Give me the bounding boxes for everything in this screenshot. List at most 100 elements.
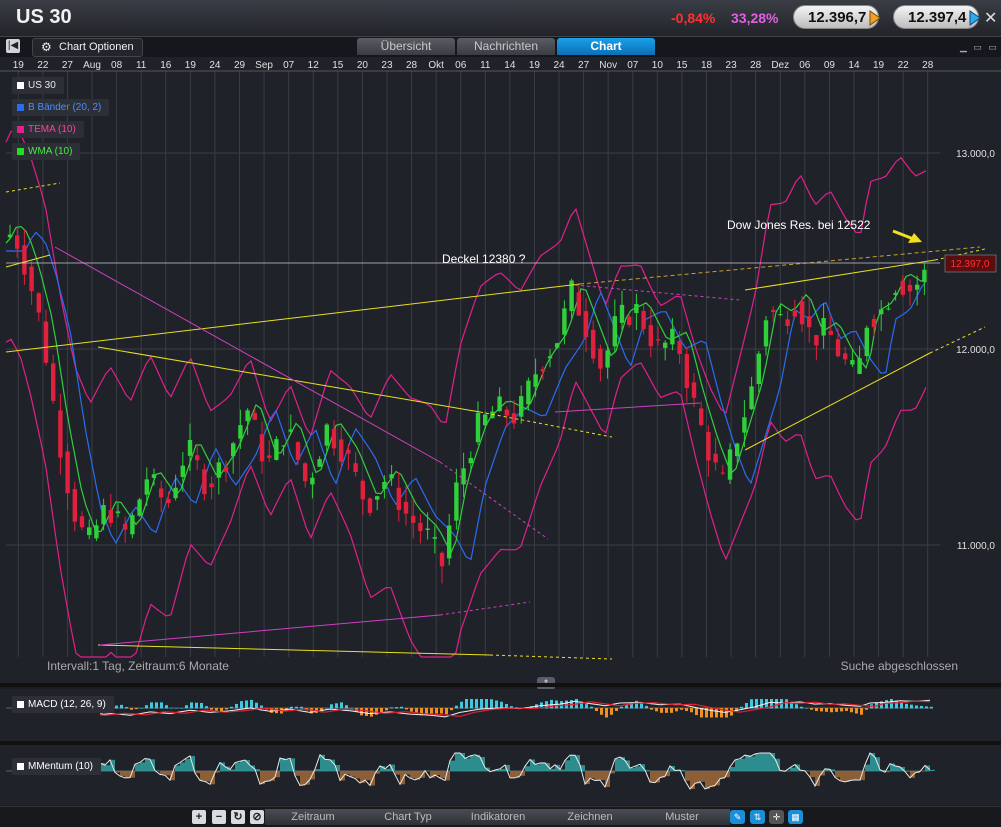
ask-price-button[interactable]: 12.397,4 — [893, 5, 979, 29]
momentum-bar — [540, 763, 545, 771]
candle-body — [101, 505, 105, 524]
candle-body — [706, 432, 710, 461]
trend-line — [555, 403, 700, 412]
title-bar: US 30 -0,84% 33,28% 12.396,7 12.397,4 ✕ — [0, 0, 1001, 37]
momentum-bar — [715, 771, 720, 785]
momentum-bar — [350, 771, 355, 777]
candle-body — [901, 281, 905, 295]
candle-body — [382, 482, 386, 489]
candle-body — [231, 443, 235, 456]
zoom-out-button[interactable]: − — [212, 810, 226, 824]
momentum-bar — [385, 769, 390, 771]
arrows-tool-icon[interactable]: ⇅ — [750, 810, 765, 824]
close-icon[interactable]: ✕ — [984, 8, 997, 28]
legend-bollinger[interactable]: B Bänder (20, 2) — [12, 99, 109, 116]
legend-bollinger-label: B Bänder (20, 2) — [28, 102, 101, 113]
candle-body — [37, 293, 41, 312]
macd-histogram-bar — [900, 703, 903, 709]
macd-histogram-bar — [645, 706, 648, 709]
momentum-bar — [510, 771, 515, 778]
macd-panel[interactable]: MACD (12, 26, 9) — [0, 689, 1001, 741]
candle-body — [461, 468, 465, 484]
tab-chart-typ[interactable]: Chart Typ — [360, 809, 456, 825]
candle-body — [80, 516, 84, 527]
legend-swatch-icon — [17, 763, 24, 770]
momentum-bar — [905, 771, 910, 772]
tab-indikatoren[interactable]: Indikatoren — [450, 809, 546, 825]
candle-body — [325, 425, 329, 446]
momentum-bar — [245, 760, 250, 771]
x-tick-label: 22 — [898, 60, 910, 71]
chart-options-button[interactable]: ⚙ Chart Optionen — [32, 38, 143, 57]
legend-us30[interactable]: US 30 — [12, 77, 64, 94]
momentum-bar — [930, 770, 935, 771]
momentum-bar — [405, 771, 410, 775]
crosshair-icon[interactable]: ✛ — [769, 810, 784, 824]
momentum-bar — [600, 771, 605, 780]
pen-tool-icon[interactable]: ✎ — [730, 810, 745, 824]
macd-histogram-bar — [125, 707, 128, 708]
tab-news[interactable]: Nachrichten — [457, 38, 555, 55]
momentum-panel[interactable]: MMentum (10) — [0, 745, 1001, 805]
tab-chart[interactable]: Chart — [557, 38, 655, 55]
momentum-bar — [450, 761, 455, 771]
candle-body — [764, 320, 768, 346]
candle-body — [346, 450, 350, 454]
macd-histogram-bar — [685, 708, 688, 711]
candle-body — [22, 245, 26, 274]
macd-histogram-bar — [430, 708, 433, 714]
momentum-bar — [700, 771, 705, 782]
macd-histogram-bar — [800, 707, 803, 709]
momentum-bar — [165, 771, 170, 775]
collapse-panel-icon[interactable]: |◀ — [6, 39, 20, 53]
trend-line — [745, 260, 935, 290]
zoom-in-button[interactable]: + — [192, 810, 206, 824]
interval-label: Intervall:1 Tag, Zeitraum:6 Monate — [47, 659, 229, 673]
momentum-bar — [220, 763, 225, 771]
macd-histogram-bar — [455, 706, 458, 709]
candle-body — [627, 317, 631, 325]
macd-histogram-bar — [680, 708, 683, 710]
tab-muster[interactable]: Muster — [634, 809, 730, 825]
legend-tema[interactable]: TEMA (10) — [12, 121, 84, 138]
tab-zeichnen[interactable]: Zeichnen — [542, 809, 638, 825]
tab-overview[interactable]: Übersicht — [357, 38, 455, 55]
y-tick-label: 12.000,0 — [956, 345, 995, 356]
macd-histogram-bar — [130, 708, 133, 710]
macd-histogram-bar — [325, 708, 328, 709]
macd-chart[interactable] — [0, 689, 1001, 741]
legend-wma[interactable]: WMA (10) — [12, 143, 80, 160]
macd-histogram-bar — [475, 699, 478, 709]
momentum-bar — [265, 771, 270, 781]
momentum-chart[interactable] — [0, 745, 1001, 805]
candle-body — [375, 496, 379, 499]
macd-histogram-bar — [460, 702, 463, 709]
legend-swatch-icon — [17, 148, 24, 155]
macd-histogram-bar — [845, 708, 848, 711]
candle-body — [620, 305, 624, 323]
candle-body — [339, 439, 343, 461]
momentum-bar — [475, 755, 480, 771]
macd-histogram-bar — [300, 707, 303, 709]
momentum-bar — [750, 757, 755, 771]
trend-line — [6, 255, 50, 267]
calendar-icon[interactable]: ▦ — [788, 810, 803, 824]
bid-price-button[interactable]: 12.396,7 — [793, 5, 879, 29]
candle-body — [152, 474, 156, 478]
candle-body — [310, 478, 314, 485]
macd-label-text: MACD (12, 26, 9) — [28, 699, 106, 710]
candle-body — [173, 488, 177, 498]
clear-button[interactable]: ⊘ — [250, 810, 264, 824]
x-tick-label: 27 — [578, 60, 590, 71]
tab-zeitraum[interactable]: Zeitraum — [265, 809, 361, 825]
refresh-button[interactable]: ↻ — [231, 810, 245, 824]
candle-body — [425, 528, 429, 529]
macd-histogram-bar — [710, 708, 713, 718]
macd-histogram-bar — [250, 700, 253, 709]
macd-histogram-bar — [160, 702, 163, 708]
window-layout-icons[interactable]: ▁ ▭ ▭ — [960, 42, 999, 53]
candle-body — [656, 339, 660, 340]
candle-body — [353, 463, 357, 472]
